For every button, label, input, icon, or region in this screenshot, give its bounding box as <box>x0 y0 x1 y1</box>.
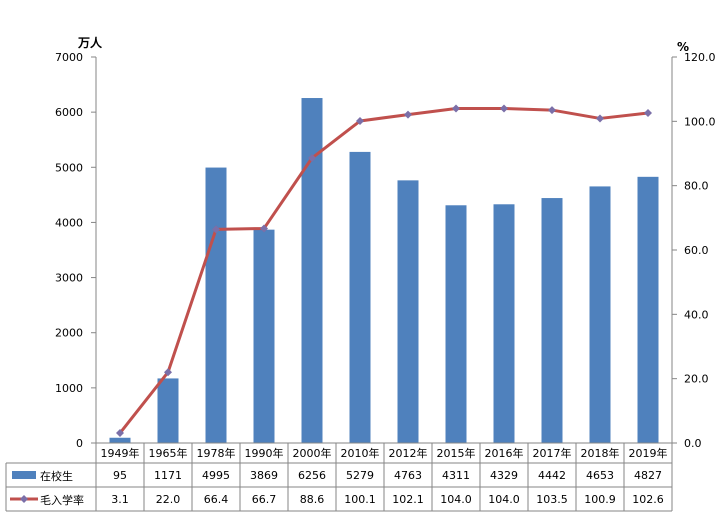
line-marker <box>596 114 604 123</box>
right-tick-label: 40.0 <box>684 308 709 321</box>
line-value-cell: 66.7 <box>252 493 277 506</box>
bar-value-cell: 4827 <box>634 469 662 482</box>
left-tick-label: 6000 <box>55 106 83 119</box>
left-axis-unit: 万人 <box>77 35 103 50</box>
data-table: 1949年 1965年 1978年 1990年 2000年 2010年 2012年 2015年… <box>5 442 673 512</box>
line-value-cell: 100.1 <box>344 493 376 506</box>
category-label: 1978年 <box>197 446 236 460</box>
line-marker <box>452 104 460 113</box>
category-label: 2016年 <box>485 446 524 460</box>
category-label: 2010年 <box>341 446 380 460</box>
bar <box>589 186 611 443</box>
right-tick-label: 80.0 <box>684 180 709 193</box>
legend-line-label: 毛入学率 <box>40 493 84 507</box>
line-value-cell: 100.9 <box>584 493 616 506</box>
left-tick-label: 4000 <box>55 216 83 229</box>
line-marker <box>164 368 172 377</box>
category-label: 2015年 <box>437 446 476 460</box>
line-marker <box>356 117 364 126</box>
bar-value-cell: 95 <box>113 469 127 482</box>
right-tick-label: 0.0 <box>684 437 702 450</box>
bar-value-cell: 4329 <box>490 469 518 482</box>
line-value-cell: 88.6 <box>300 493 325 506</box>
left-tick-label: 0 <box>76 437 83 450</box>
bar <box>253 229 275 443</box>
line-series <box>116 104 652 438</box>
line-value-cell: 103.5 <box>536 493 568 506</box>
line-marker <box>260 224 268 233</box>
bar-value-cell: 4653 <box>586 469 614 482</box>
category-label: 2012年 <box>389 446 428 460</box>
line-marker <box>644 108 652 117</box>
bar-value-cell: 6256 <box>298 469 326 482</box>
line-value-cell: 22.0 <box>156 493 181 506</box>
bar-value-cell: 1171 <box>154 469 182 482</box>
line-value-cell: 104.0 <box>440 493 472 506</box>
line-value-cell: 102.1 <box>392 493 424 506</box>
line-value-cell: 3.1 <box>111 493 129 506</box>
line-marker <box>548 106 556 115</box>
bar-series <box>109 98 659 444</box>
line-value-cell: 104.0 <box>488 493 520 506</box>
category-label: 1949年 <box>101 446 140 460</box>
left-tick-label: 7000 <box>55 51 83 64</box>
left-tick-label: 5000 <box>55 161 83 174</box>
bar <box>637 176 659 443</box>
left-tick-label: 1000 <box>55 382 83 395</box>
line-path <box>118 106 649 434</box>
bar-value-cell: 5279 <box>346 469 374 482</box>
bar <box>397 180 419 444</box>
left-tick-label: 2000 <box>55 327 83 340</box>
line-marker <box>116 429 124 438</box>
bar-value-cell: 4995 <box>202 469 230 482</box>
line-marker <box>308 154 316 163</box>
right-axis-unit: % <box>677 40 689 54</box>
bar <box>445 205 467 443</box>
bar <box>157 378 179 443</box>
legend-line-marker <box>20 495 28 503</box>
category-label: 2019年 <box>629 446 668 460</box>
category-label: 1965年 <box>149 446 188 460</box>
right-tick-label: 100.0 <box>684 115 716 128</box>
legend-bar-label: 在校生 <box>40 469 73 483</box>
axes: 0 1000 2000 3000 4000 5000 6000 7000 0.0 20.0 40.0… <box>55 51 716 450</box>
category-label: 2017年 <box>533 446 572 460</box>
line-marker <box>500 104 508 113</box>
category-label: 1990年 <box>245 446 284 460</box>
bar <box>109 437 131 443</box>
right-tick-label: 60.0 <box>684 244 709 257</box>
right-tick-label: 120.0 <box>684 51 716 64</box>
bar <box>349 151 371 443</box>
bar-value-cell: 3869 <box>250 469 278 482</box>
bar-value-cell: 4311 <box>442 469 470 482</box>
line-value-cell: 102.6 <box>632 493 664 506</box>
left-tick-label: 3000 <box>55 272 83 285</box>
legend-bar-swatch <box>12 471 36 479</box>
right-tick-label: 20.0 <box>684 373 709 386</box>
line-marker <box>404 110 412 119</box>
bar <box>205 167 227 443</box>
bar-value-cell: 4442 <box>538 469 566 482</box>
bar <box>493 204 515 443</box>
bar <box>301 98 323 444</box>
bar <box>541 198 563 443</box>
bar-value-cell: 4763 <box>394 469 422 482</box>
category-label: 2000年 <box>293 446 332 460</box>
category-label: 2018年 <box>581 446 620 460</box>
line-value-cell: 66.4 <box>204 493 229 506</box>
line-marker <box>212 225 220 234</box>
